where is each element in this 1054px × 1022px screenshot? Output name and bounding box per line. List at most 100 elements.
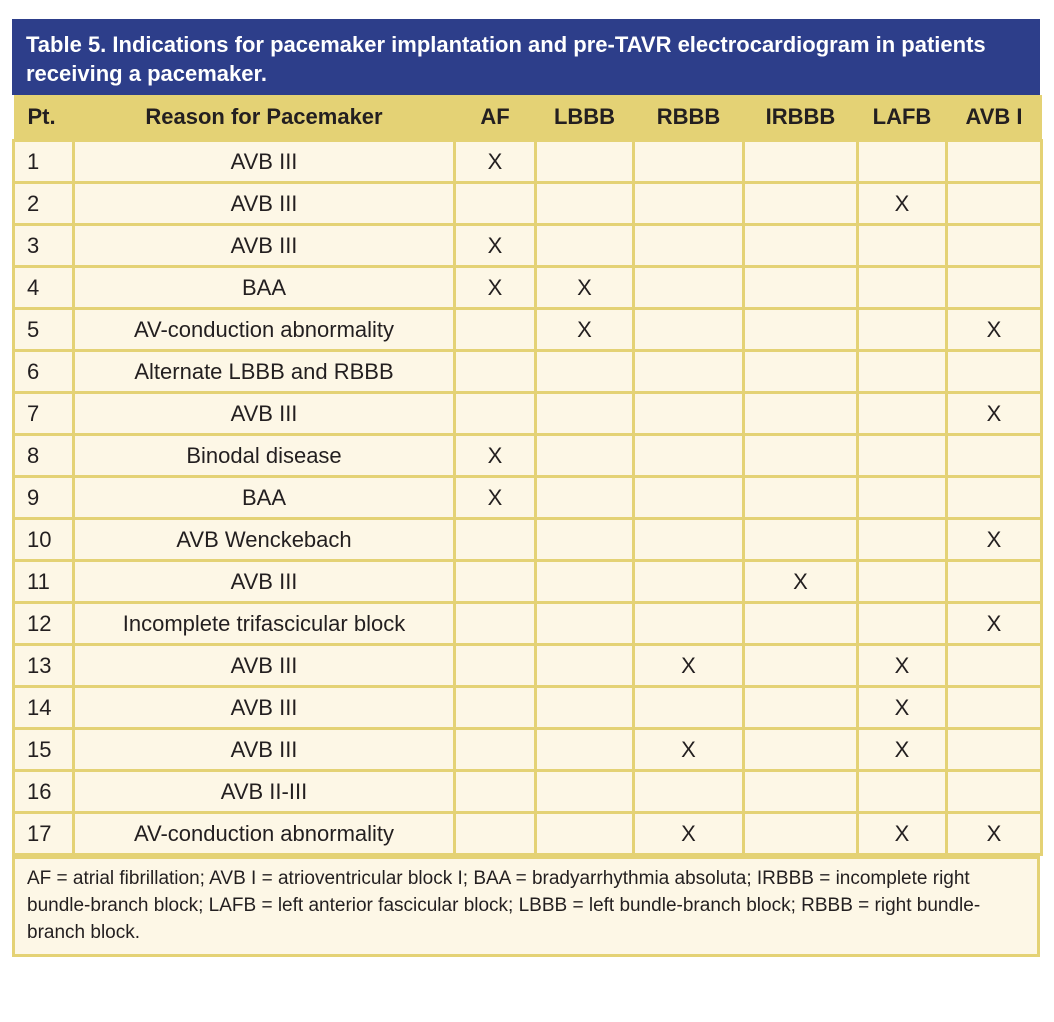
cell-reason: BAA xyxy=(72,475,456,520)
col-header-lbbb: LBBB xyxy=(535,95,634,141)
cell-lafb xyxy=(856,769,948,814)
cell-pt: 10 xyxy=(12,517,75,562)
cell-avb1: X xyxy=(945,811,1043,856)
cell-pt: 11 xyxy=(12,559,75,604)
cell-rbbb: X xyxy=(632,811,745,856)
col-header-af: AF xyxy=(454,95,536,141)
cell-rbbb xyxy=(632,181,745,226)
cell-irbbb xyxy=(742,727,859,772)
cell-lafb: X xyxy=(856,643,948,688)
cell-irbbb xyxy=(742,643,859,688)
cell-af xyxy=(453,643,537,688)
cell-irbbb xyxy=(742,265,859,310)
cell-pt: 8 xyxy=(12,433,75,478)
cell-af xyxy=(453,391,537,436)
cell-lafb xyxy=(856,349,948,394)
cell-pt: 15 xyxy=(12,727,75,772)
cell-irbbb xyxy=(742,433,859,478)
cell-rbbb xyxy=(632,601,745,646)
col-header-pt: Pt. xyxy=(13,95,74,141)
cell-pt: 17 xyxy=(12,811,75,856)
cell-pt: 5 xyxy=(12,307,75,352)
cell-rbbb xyxy=(632,475,745,520)
cell-pt: 2 xyxy=(12,181,75,226)
cell-af xyxy=(453,727,537,772)
cell-af: X xyxy=(453,139,537,184)
cell-lafb xyxy=(856,517,948,562)
cell-avb1 xyxy=(945,349,1043,394)
cell-reason: AV-conduction abnormality xyxy=(72,307,456,352)
pacemaker-table: Pt. Reason for Pacemaker AF LBBB RBBB IR… xyxy=(12,95,1043,856)
cell-reason: AVB II-III xyxy=(72,769,456,814)
cell-pt: 16 xyxy=(12,769,75,814)
cell-pt: 7 xyxy=(12,391,75,436)
cell-lafb: X xyxy=(856,685,948,730)
cell-rbbb xyxy=(632,769,745,814)
cell-rbbb xyxy=(632,433,745,478)
cell-af: X xyxy=(453,475,537,520)
cell-lbbb xyxy=(534,559,635,604)
cell-reason: Alternate LBBB and RBBB xyxy=(72,349,456,394)
col-header-rbbb: RBBB xyxy=(633,95,744,141)
cell-af xyxy=(453,349,537,394)
table-row: 2 AVB III X xyxy=(12,181,1043,226)
cell-reason: AVB III xyxy=(72,181,456,226)
cell-avb1 xyxy=(945,265,1043,310)
cell-pt: 4 xyxy=(12,265,75,310)
cell-avb1 xyxy=(945,643,1043,688)
cell-rbbb: X xyxy=(632,643,745,688)
cell-lbbb: X xyxy=(534,307,635,352)
cell-af xyxy=(453,181,537,226)
table-row: 5 AV-conduction abnormality X X xyxy=(12,307,1043,352)
cell-lbbb xyxy=(534,223,635,268)
cell-lafb: X xyxy=(856,727,948,772)
cell-irbbb xyxy=(742,391,859,436)
cell-lbbb xyxy=(534,391,635,436)
cell-pt: 13 xyxy=(12,643,75,688)
cell-reason: AV-conduction abnormality xyxy=(72,811,456,856)
table-row: 9 BAA X xyxy=(12,475,1043,520)
cell-af xyxy=(453,811,537,856)
table-row: 17 AV-conduction abnormality X X X xyxy=(12,811,1043,856)
cell-lafb xyxy=(856,265,948,310)
cell-avb1 xyxy=(945,223,1043,268)
cell-pt: 14 xyxy=(12,685,75,730)
cell-avb1: X xyxy=(945,307,1043,352)
cell-af: X xyxy=(453,433,537,478)
col-header-lafb: LAFB xyxy=(857,95,947,141)
cell-af xyxy=(453,517,537,562)
cell-pt: 3 xyxy=(12,223,75,268)
cell-reason: AVB III xyxy=(72,685,456,730)
cell-reason: BAA xyxy=(72,265,456,310)
cell-lbbb: X xyxy=(534,265,635,310)
cell-af: X xyxy=(453,265,537,310)
table-title: Table 5. Indications for pacemaker impla… xyxy=(12,19,1040,95)
cell-rbbb xyxy=(632,391,745,436)
header-row: Pt. Reason for Pacemaker AF LBBB RBBB IR… xyxy=(13,95,1042,141)
cell-reason: AVB III xyxy=(72,559,456,604)
cell-lbbb xyxy=(534,475,635,520)
cell-lafb xyxy=(856,475,948,520)
cell-rbbb xyxy=(632,139,745,184)
cell-lbbb xyxy=(534,811,635,856)
cell-rbbb xyxy=(632,265,745,310)
cell-pt: 1 xyxy=(12,139,75,184)
cell-lbbb xyxy=(534,139,635,184)
table-row: 14 AVB III X xyxy=(12,685,1043,730)
table-row: 15 AVB III X X xyxy=(12,727,1043,772)
cell-irbbb xyxy=(742,307,859,352)
cell-pt: 12 xyxy=(12,601,75,646)
col-header-reason: Reason for Pacemaker xyxy=(73,95,455,141)
cell-lafb xyxy=(856,433,948,478)
table-row: 4 BAA X X xyxy=(12,265,1043,310)
cell-rbbb xyxy=(632,517,745,562)
table-row: 1 AVB III X xyxy=(12,139,1043,184)
cell-irbbb xyxy=(742,769,859,814)
cell-rbbb xyxy=(632,223,745,268)
table-row: 12 Incomplete trifascicular block X xyxy=(12,601,1043,646)
cell-lbbb xyxy=(534,643,635,688)
cell-irbbb xyxy=(742,139,859,184)
cell-rbbb xyxy=(632,307,745,352)
cell-lafb xyxy=(856,601,948,646)
cell-lafb xyxy=(856,223,948,268)
